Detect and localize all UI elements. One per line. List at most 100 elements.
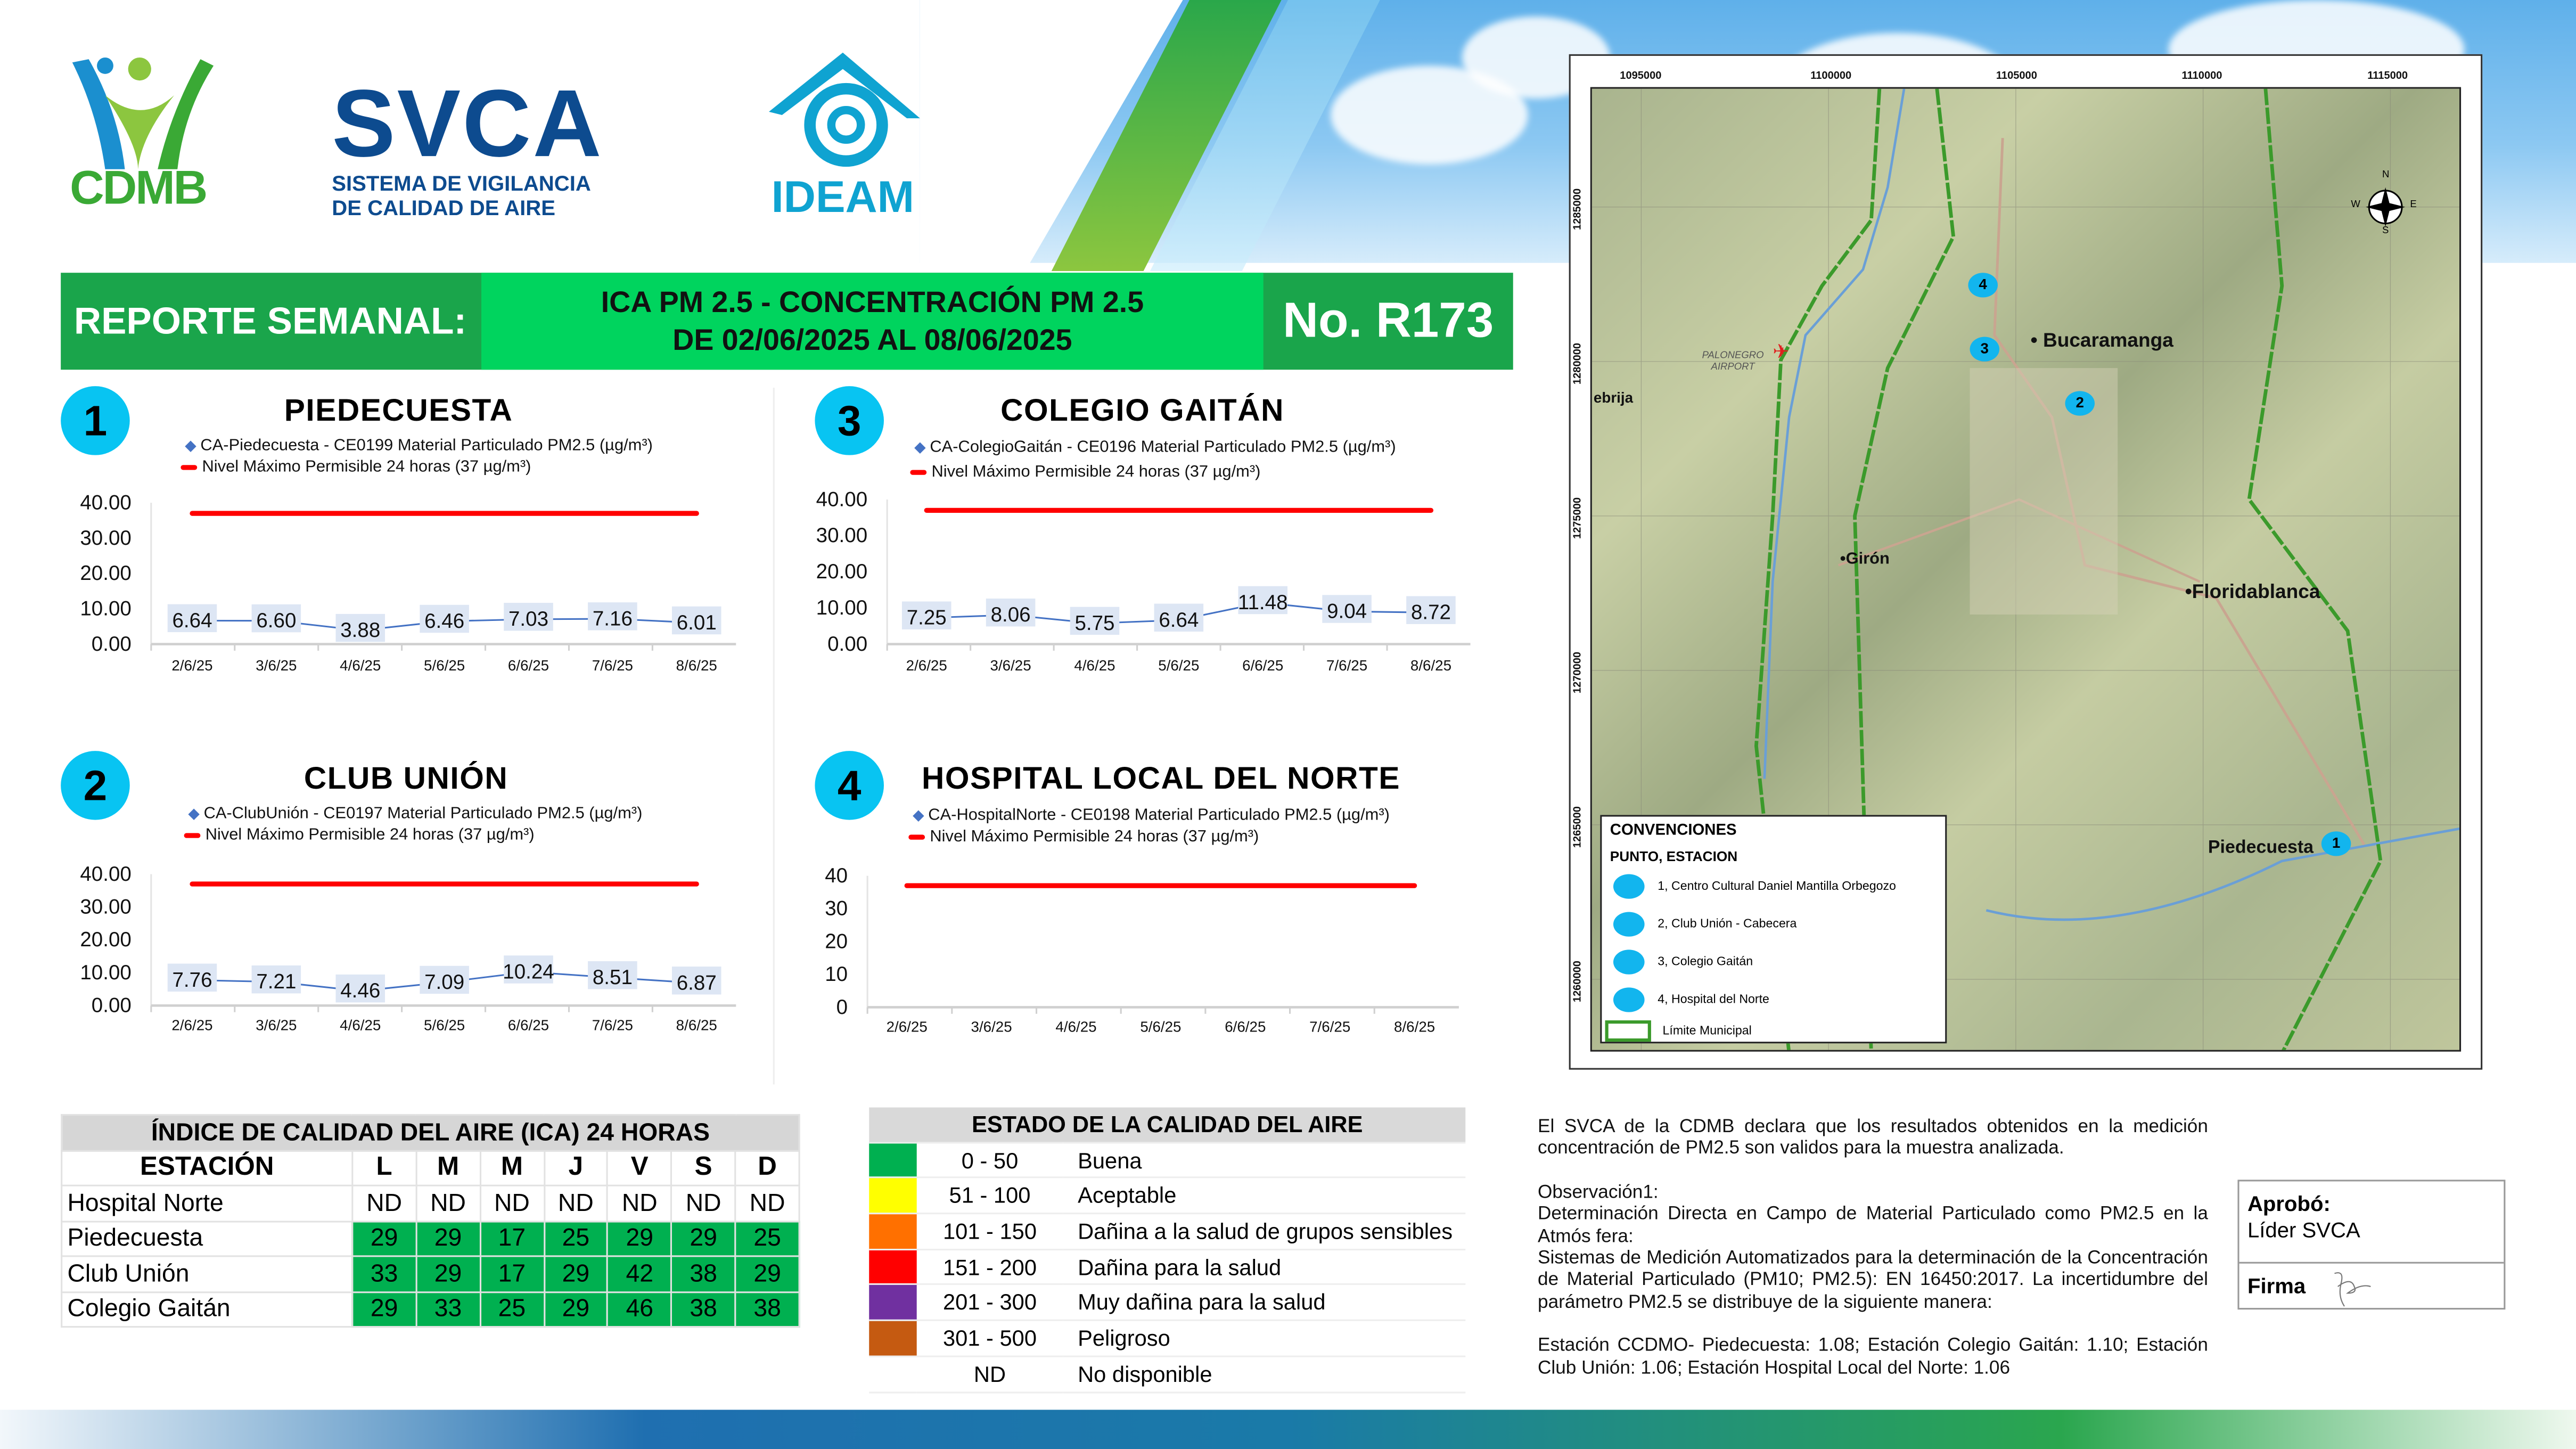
ica-value: 17 [479, 1220, 545, 1257]
map-station-point[interactable]: 1 [2321, 831, 2351, 856]
data-label-box [420, 965, 469, 994]
data-label: 7.09 [424, 971, 464, 994]
approval-box: Aprobó: Líder SVCA Firma [2237, 1180, 2506, 1310]
column-header: ESTACIÓN [61, 1149, 354, 1186]
data-label: 7.76 [172, 969, 212, 992]
data-label-box [1070, 607, 1120, 635]
y-tick-label: 10.00 [80, 961, 131, 984]
y-tick-label: 30 [825, 897, 848, 920]
x-tick-label: 2/6/25 [887, 1019, 928, 1035]
ica-value: 29 [351, 1290, 417, 1328]
data-label: 7.03 [508, 608, 548, 631]
diamond-marker-icon: ◆ [185, 437, 196, 454]
data-label: 7.25 [907, 607, 947, 629]
data-label-box [986, 598, 1036, 627]
x-tick-label: 3/6/25 [256, 1017, 297, 1034]
legend-row: 101 - 150 Dañina a la salud de grupos sen… [869, 1213, 1466, 1250]
report-banner: REPORTE SEMANAL: ICA PM 2.5 - CONCENTRAC… [61, 273, 1513, 370]
data-label-box [1406, 596, 1456, 624]
chart-title: PIEDECUESTA [284, 394, 513, 429]
description: Dañina para la salud [1063, 1249, 1466, 1286]
range: 0 - 50 [916, 1142, 1063, 1179]
color-swatch [869, 1320, 917, 1357]
map-station-point[interactable]: 2 [2065, 391, 2095, 416]
ica-value: ND [415, 1184, 481, 1222]
data-label-box [420, 604, 469, 633]
description: No disponible [1063, 1356, 1466, 1393]
range: 151 - 200 [916, 1249, 1063, 1286]
color-swatch [869, 1213, 917, 1250]
ica-value: 29 [351, 1220, 417, 1257]
map-station-point[interactable]: 4 [1968, 273, 1998, 298]
x-tick-label: 3/6/25 [971, 1019, 1012, 1035]
y-tick-label: 20.00 [80, 928, 131, 951]
y-tick-label: 0.00 [827, 633, 867, 656]
x-tick-label: 6/6/25 [1225, 1019, 1266, 1035]
chart-title: CLUB UNIÓN [303, 762, 508, 797]
table-row: Piedecuesta 29 29 17 25 29 29 25 [61, 1220, 800, 1257]
data-label: 7.16 [593, 607, 633, 630]
ica-value: ND [606, 1184, 672, 1222]
ica-table-title: ÍNDICE DE CALIDAD DEL AIRE (ICA) 24 HORA… [61, 1114, 800, 1151]
approved-label: Aprobó: [2247, 1191, 2331, 1216]
chart-title: COLEGIO GAITÁN [1000, 394, 1285, 429]
map-y-tick: 1280000 [1572, 342, 1584, 385]
ica-value: 38 [670, 1290, 736, 1328]
legend-row: 151 - 200 Dañina para la salud [869, 1249, 1466, 1286]
ica-value: ND [479, 1184, 545, 1222]
ica-value: 29 [415, 1255, 481, 1292]
description: Peligroso [1063, 1320, 1466, 1357]
x-tick-label: 8/6/25 [1394, 1019, 1435, 1035]
x-tick-label: 3/6/25 [256, 657, 297, 674]
air-quality-legend-title: ESTADO DE LA CALIDAD DEL AIRE [869, 1107, 1466, 1143]
x-tick-label: 5/6/25 [424, 1017, 465, 1034]
ica-table: ÍNDICE DE CALIDAD DEL AIRE (ICA) 24 HORA… [61, 1114, 800, 1328]
data-label: 5.75 [1074, 612, 1114, 635]
x-tick-label: 8/6/25 [676, 657, 717, 674]
y-tick-label: 0.00 [92, 994, 132, 1017]
y-tick-label: 40 [825, 864, 848, 887]
data-label: 6.64 [1159, 609, 1199, 632]
x-tick-label: 5/6/25 [1158, 657, 1199, 674]
y-tick-label: 30.00 [816, 524, 867, 547]
map-x-tick: 1110000 [2181, 70, 2222, 83]
data-label: 9.04 [1327, 600, 1367, 623]
map-station-point[interactable]: 3 [1970, 337, 2000, 362]
legend-row: 0 - 50 Buena [869, 1142, 1466, 1179]
red-line-icon [184, 832, 201, 838]
map-x-tick: 1095000 [1620, 70, 1662, 83]
red-line-icon [908, 834, 925, 840]
x-tick-label: 5/6/25 [1140, 1019, 1181, 1035]
x-tick-label: 3/6/25 [990, 657, 1031, 674]
map-x-tick: 1100000 [1810, 70, 1852, 83]
color-swatch [869, 1356, 917, 1393]
x-tick-label: 7/6/25 [1309, 1019, 1350, 1035]
approver-name: Líder SVCA [2247, 1217, 2360, 1242]
column-header: V [606, 1149, 672, 1186]
chart-legend-limit: Nivel Máximo Permisible 24 horas (37 µg/… [184, 826, 535, 845]
legend-row: ND No disponible [869, 1356, 1466, 1393]
x-tick-label: 8/6/25 [676, 1017, 717, 1034]
y-tick-label: 40.00 [80, 492, 131, 514]
x-tick-label: 8/6/25 [1410, 657, 1451, 674]
legend-row: 201 - 300 Muy dañina para la salud [869, 1284, 1466, 1322]
station-name: Colegio Gaitán [61, 1290, 354, 1328]
series-line [192, 618, 697, 632]
chart-legend-limit: Nivel Máximo Permisible 24 horas (37 µg/… [910, 463, 1260, 481]
map-legend-item: 3, Colegio Gaitán [1613, 949, 1753, 975]
data-label-box [1154, 603, 1204, 632]
description: Buena [1063, 1142, 1466, 1179]
map-legend-item: Límite Municipal [1605, 1020, 1752, 1042]
table-row: Hospital Norte ND ND ND ND ND ND ND [61, 1184, 800, 1222]
ica-value: 29 [543, 1290, 609, 1328]
ica-value: 38 [734, 1290, 800, 1328]
station-dot-icon [1613, 987, 1645, 1012]
column-header: D [734, 1149, 800, 1186]
data-label-box [1238, 586, 1288, 615]
legend-row: 51 - 100 Aceptable [869, 1177, 1466, 1215]
data-label-box [671, 606, 721, 635]
map-y-tick: 1275000 [1572, 497, 1584, 539]
range: 301 - 500 [916, 1320, 1063, 1357]
chart-title: HOSPITAL LOCAL DEL NORTE [921, 762, 1401, 797]
